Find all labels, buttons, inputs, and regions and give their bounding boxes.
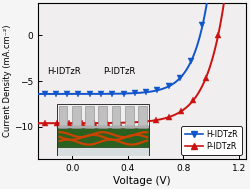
Y-axis label: Current Density (mA.cm⁻²): Current Density (mA.cm⁻²) — [4, 25, 13, 137]
Text: H-IDTzR: H-IDTzR — [48, 67, 81, 76]
Text: P-IDTzR: P-IDTzR — [103, 67, 135, 76]
X-axis label: Voltage (V): Voltage (V) — [113, 176, 170, 186]
Legend: H-IDTzR, P-IDTzR: H-IDTzR, P-IDTzR — [181, 126, 242, 155]
